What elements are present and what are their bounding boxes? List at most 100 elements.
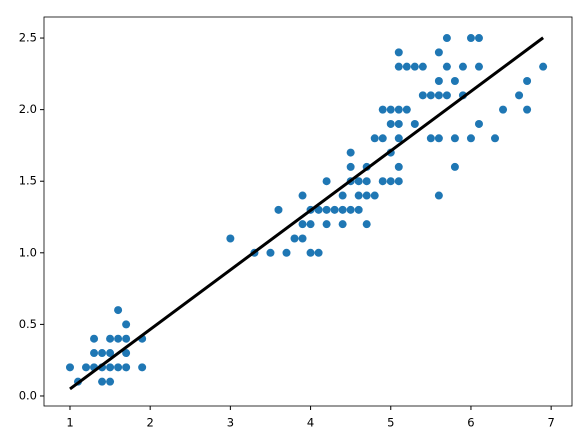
point <box>442 91 451 100</box>
x-tick-label: 7 <box>547 416 554 430</box>
y-tick-label: 0.5 <box>19 317 37 331</box>
point <box>426 91 435 100</box>
point <box>450 76 459 85</box>
point <box>394 162 403 171</box>
point <box>226 234 235 243</box>
plot-frame <box>43 16 573 407</box>
point <box>523 105 532 114</box>
point <box>499 105 508 114</box>
point <box>322 205 331 214</box>
x-tick-label: 6 <box>467 416 474 430</box>
x-tick-label: 2 <box>147 416 154 430</box>
point <box>434 134 443 143</box>
point <box>402 62 411 71</box>
point <box>122 334 131 343</box>
point <box>515 91 524 100</box>
point <box>539 62 548 71</box>
point <box>362 220 371 229</box>
point <box>491 134 500 143</box>
y-tick-label: 2.0 <box>19 102 37 116</box>
y-tick-label: 1.5 <box>19 174 37 188</box>
point <box>338 205 347 214</box>
point <box>122 363 131 372</box>
point <box>106 363 115 372</box>
fit-line <box>69 36 545 391</box>
point <box>338 220 347 229</box>
point <box>450 162 459 171</box>
point <box>114 363 123 372</box>
point <box>298 220 307 229</box>
point <box>266 248 275 257</box>
point <box>114 306 123 315</box>
point <box>298 234 307 243</box>
point <box>386 119 395 128</box>
point <box>338 191 347 200</box>
x-tick-label: 4 <box>307 416 314 430</box>
point <box>82 363 91 372</box>
x-tick-label: 5 <box>387 416 394 430</box>
point <box>418 91 427 100</box>
point <box>282 248 291 257</box>
point <box>370 134 379 143</box>
point <box>90 349 99 358</box>
point <box>474 62 483 71</box>
point <box>402 105 411 114</box>
point <box>394 119 403 128</box>
y-tick-label: 0.0 <box>19 388 37 402</box>
point <box>386 105 395 114</box>
point <box>306 220 315 229</box>
point <box>354 177 363 186</box>
point <box>122 349 131 358</box>
y-tick-label: 1.0 <box>19 245 37 259</box>
point <box>138 363 147 372</box>
point <box>65 363 74 372</box>
point <box>394 177 403 186</box>
point <box>426 134 435 143</box>
point <box>98 377 107 386</box>
point <box>370 191 379 200</box>
point <box>114 334 123 343</box>
point <box>378 177 387 186</box>
y-tick-label: 2.5 <box>19 31 37 45</box>
point <box>306 248 315 257</box>
point <box>394 48 403 57</box>
point <box>298 191 307 200</box>
point <box>394 134 403 143</box>
point <box>354 205 363 214</box>
point <box>354 191 363 200</box>
point <box>394 62 403 71</box>
point <box>322 177 331 186</box>
point <box>466 34 475 43</box>
point <box>106 377 115 386</box>
point <box>362 191 371 200</box>
point <box>346 205 355 214</box>
point <box>410 62 419 71</box>
point <box>274 205 283 214</box>
x-tick-label: 3 <box>227 416 234 430</box>
point <box>362 177 371 186</box>
point <box>450 134 459 143</box>
point <box>442 34 451 43</box>
point <box>378 105 387 114</box>
point <box>474 34 483 43</box>
point <box>346 148 355 157</box>
point <box>98 349 107 358</box>
point <box>322 220 331 229</box>
point <box>122 320 131 329</box>
point <box>394 105 403 114</box>
point <box>90 334 99 343</box>
point <box>314 248 323 257</box>
point <box>346 162 355 171</box>
point <box>458 62 467 71</box>
point <box>523 76 532 85</box>
point <box>410 119 419 128</box>
point <box>314 205 323 214</box>
point <box>434 191 443 200</box>
point <box>434 48 443 57</box>
point <box>474 119 483 128</box>
point <box>330 205 339 214</box>
point <box>434 91 443 100</box>
x-tick-label: 1 <box>66 416 73 430</box>
point <box>466 134 475 143</box>
